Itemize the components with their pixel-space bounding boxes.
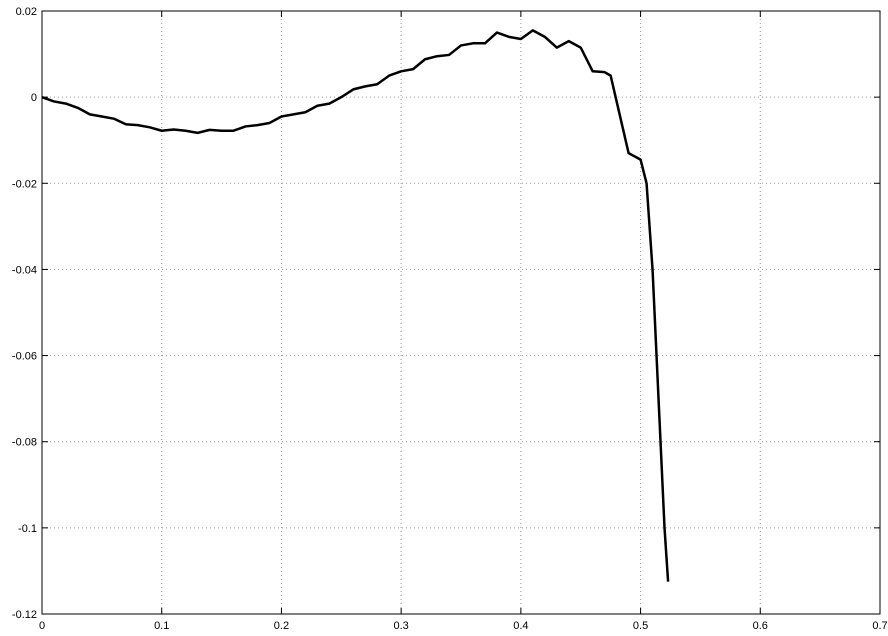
y-tick-label: -0.1 bbox=[18, 523, 37, 535]
x-tick-label: 0.2 bbox=[274, 620, 289, 632]
data-line bbox=[41, 29, 670, 582]
x-tick-label: 0.1 bbox=[154, 620, 169, 632]
plot-frame bbox=[41, 10, 881, 615]
x-tick-label: 0 bbox=[39, 620, 45, 632]
x-tick-label: 0.7 bbox=[872, 620, 887, 632]
y-tick-label: 0.02 bbox=[16, 6, 37, 18]
y-tick-label: -0.12 bbox=[12, 609, 37, 621]
y-tick-label: -0.02 bbox=[12, 178, 37, 190]
y-tick-label: -0.04 bbox=[12, 264, 37, 276]
x-tick-label: 0.3 bbox=[393, 620, 408, 632]
x-tick-label: 0.4 bbox=[513, 620, 528, 632]
x-tick-label: 0.5 bbox=[633, 620, 648, 632]
y-tick-label: -0.08 bbox=[12, 437, 37, 449]
y-tick-label: 0 bbox=[31, 92, 37, 104]
y-tick-label: -0.06 bbox=[12, 351, 37, 363]
x-tick-label: 0.6 bbox=[753, 620, 768, 632]
